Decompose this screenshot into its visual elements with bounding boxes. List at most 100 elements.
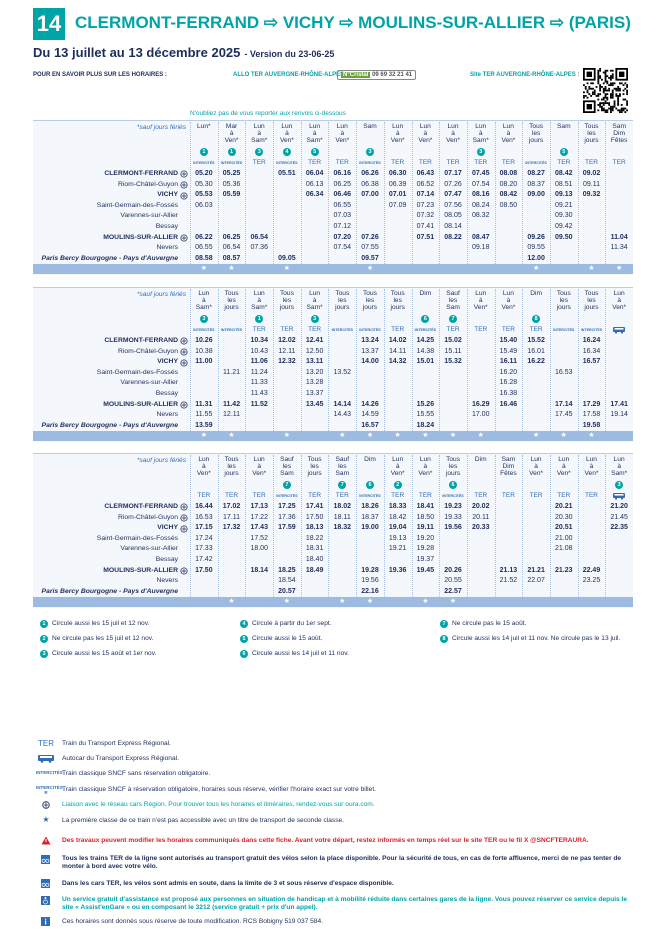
time: 17.13 xyxy=(250,503,268,510)
first-class-mark: ★ xyxy=(422,432,429,440)
time: 22.07 xyxy=(527,577,545,585)
train-type: TER xyxy=(308,159,322,166)
bike-notice: Dans les cars TER, les vélos sont admis … xyxy=(62,880,394,887)
station: Varennes-sur-Allier xyxy=(120,212,178,220)
time: 15.49 xyxy=(499,347,518,355)
qr-module xyxy=(615,95,618,97)
day-header: Sam xyxy=(363,123,377,130)
day-header: Lun* xyxy=(197,123,211,130)
first-class-mark: ★ xyxy=(394,432,401,440)
qr-module xyxy=(619,82,621,85)
legend-symbol: INTERCITÉS xyxy=(36,770,63,775)
qr-module xyxy=(617,86,620,88)
train-type: INTERCITÉS xyxy=(359,161,381,165)
column-separator xyxy=(522,122,524,265)
time: 16.38 xyxy=(499,390,518,397)
warning-icon xyxy=(41,836,51,845)
time: 07.00 xyxy=(361,191,379,199)
qr-module xyxy=(602,107,605,110)
qr-module xyxy=(593,93,596,96)
qr-finder xyxy=(619,71,625,77)
qr-module xyxy=(592,87,594,90)
time: 06.38 xyxy=(361,180,379,188)
time: 05.30 xyxy=(195,180,213,188)
time: 09.26 xyxy=(527,233,545,241)
qr-module xyxy=(592,93,594,96)
time: 08.24 xyxy=(471,201,490,209)
qr-module xyxy=(611,109,614,112)
time: 09.42 xyxy=(555,223,573,230)
icon-shape xyxy=(180,181,188,189)
qr-module xyxy=(624,107,627,110)
time: 05.53 xyxy=(195,191,213,199)
qr-module xyxy=(611,89,614,92)
station: CLERMONT-FERRAND xyxy=(104,170,178,177)
qr-module xyxy=(604,93,607,96)
time: 19.23 xyxy=(444,503,462,510)
time: 07.26 xyxy=(444,180,462,188)
time: 05.20 xyxy=(195,170,213,177)
note-ref: 7 xyxy=(449,315,458,323)
train-type: INTERCITÉS xyxy=(220,161,243,165)
day-header: Lun à Sam* xyxy=(306,290,323,311)
qr-module xyxy=(608,104,611,106)
icon-shape xyxy=(180,524,188,533)
column-separator xyxy=(605,122,607,265)
column-separator xyxy=(439,455,441,598)
qr-module xyxy=(604,102,607,105)
train-type: TER xyxy=(446,326,460,333)
day-header: Sauf les Sam xyxy=(280,456,294,477)
time: 20.26 xyxy=(444,566,462,574)
qr-module xyxy=(613,104,616,106)
train-type: TER xyxy=(391,492,405,499)
version: - Version du 23-06-25 xyxy=(244,49,335,59)
icon-shape xyxy=(180,401,188,409)
footnote-num: 2 xyxy=(40,635,48,643)
icon-shape xyxy=(180,337,188,345)
caption: *sauf jours fériés xyxy=(136,291,186,298)
train-type: TER xyxy=(335,492,349,499)
first-class-mark: ★ xyxy=(366,265,374,273)
time: 15.52 xyxy=(527,337,545,344)
icon-shape xyxy=(181,360,187,365)
icon-shape xyxy=(181,182,187,188)
qr-module xyxy=(611,84,614,87)
qr-module xyxy=(586,89,589,92)
qr-module xyxy=(615,107,618,110)
column-separator xyxy=(273,455,275,598)
day-header: Lun à Ven* xyxy=(390,123,405,144)
note-ref: 3 xyxy=(365,148,374,156)
time: 19.45 xyxy=(416,566,435,574)
time: 17.14 xyxy=(555,400,573,408)
stars-row xyxy=(33,597,633,608)
qr-module xyxy=(626,104,628,106)
station: Bessay xyxy=(155,390,178,397)
first-class-mark: ★ xyxy=(283,432,291,440)
time: 16.11 xyxy=(499,358,517,366)
icon-shape xyxy=(180,503,188,511)
first-class-mark: ★ xyxy=(228,432,235,440)
column-separator xyxy=(522,455,524,598)
qr-module xyxy=(622,107,625,110)
time: 06.52 xyxy=(416,180,435,188)
time: 22.16 xyxy=(361,587,379,595)
train-type: TER xyxy=(280,326,294,333)
symbol: INTERCITÉS xyxy=(36,785,63,790)
qr-module xyxy=(617,100,620,103)
train-type: TER xyxy=(474,326,488,333)
qr-module xyxy=(608,89,611,92)
qr-module xyxy=(604,89,607,92)
note-ref: 6 xyxy=(449,481,458,489)
day-header: Tous les jours xyxy=(362,290,378,311)
qr-module xyxy=(626,100,628,103)
time: 20.11 xyxy=(472,513,490,521)
qr-module xyxy=(599,89,602,92)
time: 11.31 xyxy=(195,400,213,408)
qr-module xyxy=(611,75,614,78)
qr-module xyxy=(619,87,621,90)
time: 19.13 xyxy=(388,534,407,542)
train-type: TER xyxy=(584,492,598,499)
qr-code xyxy=(583,68,628,113)
day-header: Lun à Ven* xyxy=(584,456,599,477)
time: 17.00 xyxy=(471,411,490,419)
